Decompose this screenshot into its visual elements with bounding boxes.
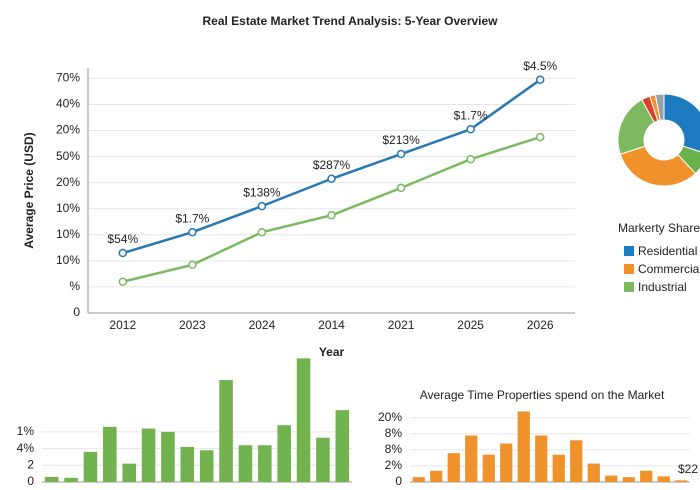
legend-swatch xyxy=(624,246,634,256)
legend-label: Residential xyxy=(638,244,697,258)
bar xyxy=(552,454,565,482)
point xyxy=(118,248,128,258)
bar xyxy=(316,437,330,482)
bar xyxy=(640,470,653,482)
y-tick-label: % xyxy=(69,279,80,293)
y-tick-label: 1% xyxy=(17,424,35,438)
bar xyxy=(465,435,478,482)
annotation: $22 xyxy=(678,462,698,476)
point xyxy=(257,201,267,211)
y-tick-label: 2% xyxy=(385,458,403,472)
legend-swatch xyxy=(624,264,634,274)
legend-swatch xyxy=(624,282,634,292)
bar xyxy=(675,480,688,482)
point xyxy=(396,183,406,193)
data-label: $1.7% xyxy=(175,211,209,225)
bar xyxy=(605,475,618,482)
x-tick-label: 2025 xyxy=(457,318,484,332)
x-tick-label: 2012 xyxy=(109,318,136,332)
y-tick-label: 10% xyxy=(56,253,80,267)
y-tick-label: 8% xyxy=(385,426,403,440)
x-tick-label: 2014 xyxy=(318,318,345,332)
bar xyxy=(180,446,195,482)
pie-slice xyxy=(663,93,700,153)
data-label: $287% xyxy=(313,158,351,172)
y-tick-label: 0 xyxy=(73,305,80,319)
bar xyxy=(161,431,175,482)
y-tick-label: 20% xyxy=(56,175,80,189)
bar xyxy=(122,463,136,482)
y-tick-label: 10% xyxy=(56,227,80,241)
bar xyxy=(500,443,513,482)
point xyxy=(257,227,267,237)
chart-title: Real Estate Market Trend Analysis: 5-Yea… xyxy=(202,14,498,28)
bar xyxy=(64,477,78,482)
y-tick-label: 20% xyxy=(378,410,402,424)
pie-slice xyxy=(619,145,697,187)
data-label: $138% xyxy=(243,185,281,199)
chart-title: Average Time Properties spend on the Mar… xyxy=(420,388,665,402)
bar xyxy=(622,477,635,482)
bar xyxy=(657,476,670,482)
y-tick-label: 8% xyxy=(385,442,403,456)
bar xyxy=(258,445,272,482)
point xyxy=(466,154,475,164)
bar xyxy=(277,425,291,482)
bar xyxy=(482,454,495,482)
bar xyxy=(535,435,548,482)
point xyxy=(466,125,475,134)
bar xyxy=(296,358,311,482)
legend-label: Industrial xyxy=(638,280,687,294)
point xyxy=(188,260,197,270)
point xyxy=(118,277,128,286)
data-label: $1.7% xyxy=(454,108,488,122)
point xyxy=(535,75,545,84)
bar xyxy=(430,470,443,482)
x-tick-label: 2021 xyxy=(388,318,415,332)
bar xyxy=(517,411,530,482)
x-tick-label: 2023 xyxy=(179,318,206,332)
point xyxy=(327,174,336,184)
legend-label: Commercial xyxy=(638,262,700,276)
y-axis-label: Average Price (USD) xyxy=(22,132,36,248)
pie-slice xyxy=(654,93,665,121)
x-axis-label: Year xyxy=(319,345,345,359)
legend-title: Markerty Share xyxy=(618,221,700,235)
bar xyxy=(199,450,214,482)
bar xyxy=(587,463,600,482)
point xyxy=(396,149,406,159)
y-tick-label: 0 xyxy=(27,474,34,488)
y-tick-label: 0 xyxy=(395,474,402,488)
y-tick-label: 50% xyxy=(56,149,80,163)
bar xyxy=(219,380,233,482)
data-label: $4.5% xyxy=(523,59,557,73)
bar xyxy=(83,451,98,482)
y-tick-label: 10% xyxy=(56,201,80,215)
bar xyxy=(412,477,425,482)
bar xyxy=(335,410,350,482)
point xyxy=(188,227,197,237)
point xyxy=(327,211,336,220)
bar xyxy=(238,445,253,482)
bar xyxy=(447,453,460,482)
y-tick-label: 70% xyxy=(56,71,80,85)
y-tick-label: 20% xyxy=(56,123,80,137)
y-tick-label: 2 xyxy=(27,457,34,471)
bar xyxy=(103,426,117,482)
bar xyxy=(141,428,156,482)
x-tick-label: 2026 xyxy=(527,318,554,332)
y-tick-label: 40% xyxy=(56,97,80,111)
data-label: $54% xyxy=(107,232,138,246)
point xyxy=(535,132,545,142)
bar xyxy=(570,440,583,482)
y-tick-label: 4% xyxy=(17,441,35,455)
data-label: $213% xyxy=(382,133,420,147)
bar xyxy=(44,476,59,482)
x-tick-label: 2024 xyxy=(249,318,276,332)
